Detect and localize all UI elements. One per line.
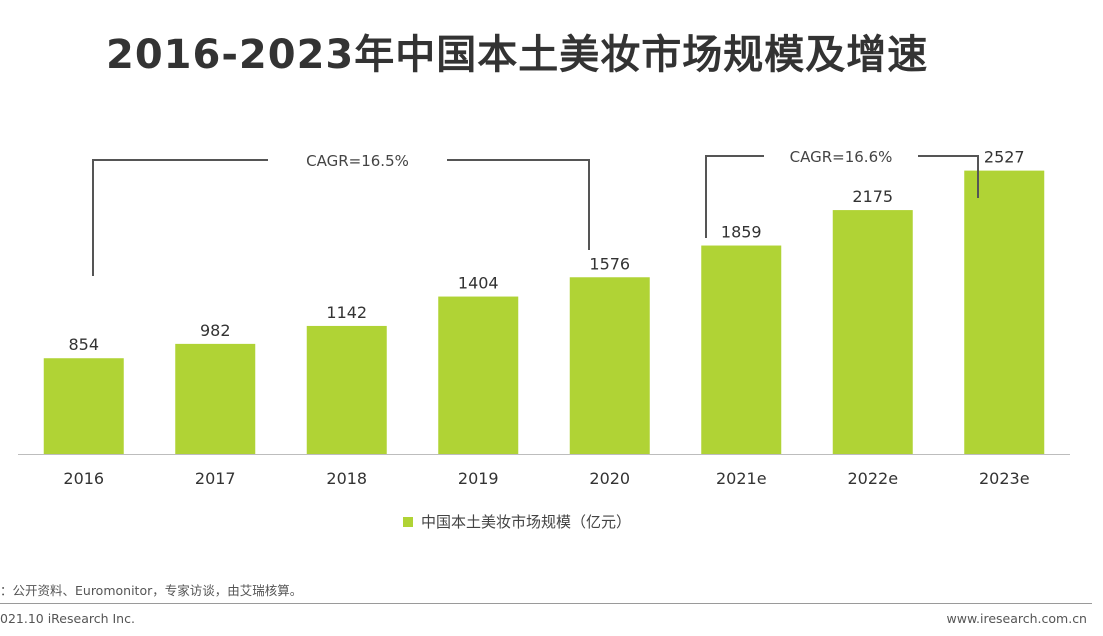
tick-label-2016: 2016 bbox=[63, 469, 104, 488]
tick-label-2017: 2017 bbox=[195, 469, 236, 488]
data-label-2018: 1142 bbox=[326, 303, 367, 322]
bar-2017 bbox=[175, 343, 256, 454]
data-label-2019: 1404 bbox=[458, 274, 499, 293]
legend: 中国本土美妆市场规模（亿元） bbox=[403, 511, 631, 532]
data-label-2016: 854 bbox=[68, 335, 99, 354]
data-label-2023e: 2527 bbox=[984, 148, 1025, 167]
cagr-label-2: CAGR=16.6% bbox=[790, 148, 893, 166]
data-label-2022e: 2175 bbox=[852, 187, 893, 206]
bar-2023e bbox=[964, 170, 1045, 455]
cagr-bracket-left-1 bbox=[92, 159, 268, 276]
legend-swatch bbox=[403, 516, 413, 527]
tick-label-2019: 2019 bbox=[458, 469, 499, 488]
tick-label-2020: 2020 bbox=[589, 469, 630, 488]
footer-copyright: 021.10 iResearch Inc. bbox=[0, 611, 135, 626]
cagr-label-1: CAGR=16.5% bbox=[306, 152, 409, 170]
bar-2021e bbox=[701, 245, 782, 454]
tick-label-2021e: 2021e bbox=[716, 469, 767, 488]
cagr-bracket-right-2 bbox=[918, 155, 979, 198]
bar-2018 bbox=[306, 325, 387, 454]
bar-2019 bbox=[438, 296, 519, 454]
footer-website: www.iresearch.com.cn bbox=[946, 611, 1088, 626]
tick-label-2018: 2018 bbox=[326, 469, 367, 488]
source-note: ：公开资料、Euromonitor，专家访谈，由艾瑞核算。 bbox=[0, 583, 303, 598]
tick-label-2023e: 2023e bbox=[979, 469, 1030, 488]
cagr-bracket-right-1 bbox=[447, 159, 590, 250]
bar-2022e bbox=[832, 210, 913, 454]
data-label-2020: 1576 bbox=[589, 254, 630, 273]
tick-label-2022e: 2022e bbox=[847, 469, 898, 488]
chart-title: 2016-2023年中国本土美妆市场规模及增速 bbox=[106, 32, 929, 78]
bar-chart: 854 2016 982 2017 1142 2018 1404 2019 1576 2020 18… bbox=[18, 148, 1070, 488]
footer-divider bbox=[0, 603, 1092, 604]
data-label-2017: 982 bbox=[200, 321, 231, 340]
bar-2016 bbox=[43, 358, 124, 454]
cagr-bracket-left-2 bbox=[705, 155, 764, 238]
bar-2020 bbox=[569, 277, 650, 454]
data-label-2021e: 1859 bbox=[721, 223, 762, 242]
legend-label: 中国本土美妆市场规模（亿元） bbox=[421, 513, 632, 531]
